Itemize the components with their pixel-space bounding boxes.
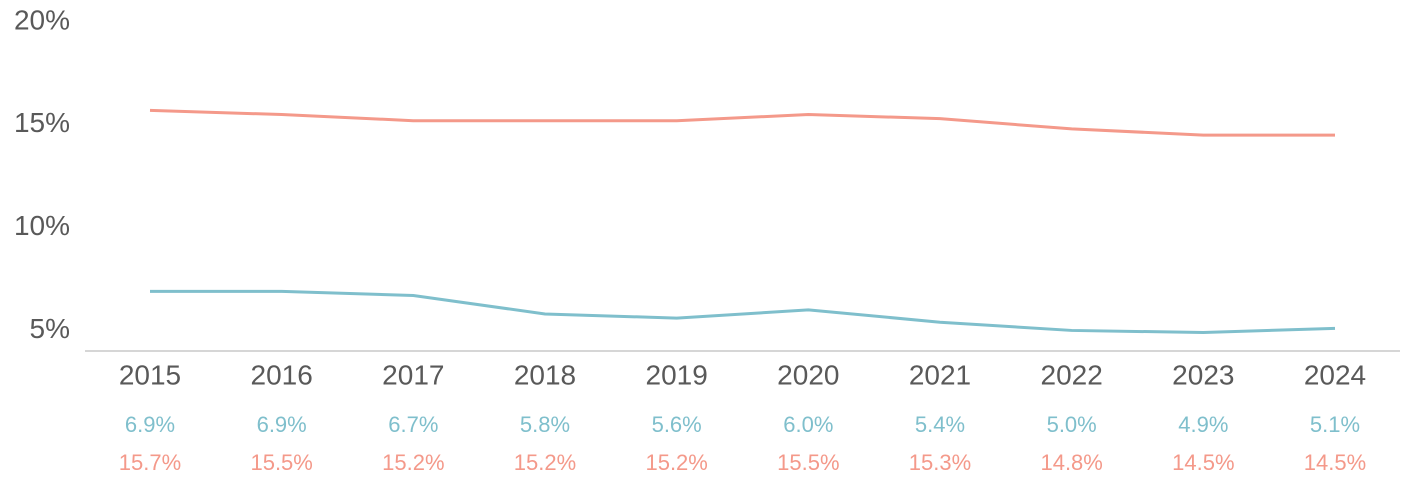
data-label: 5.4% [915, 412, 965, 437]
x-tick-label: 2021 [909, 359, 971, 390]
x-tick-label: 2017 [382, 359, 444, 390]
data-label: 5.1% [1310, 412, 1360, 437]
y-tick-label: 20% [14, 4, 70, 35]
y-tick-label: 5% [30, 313, 70, 344]
data-label: 6.7% [388, 412, 438, 437]
x-tick-label: 2020 [777, 359, 839, 390]
data-label: 15.5% [250, 450, 312, 475]
data-label: 5.8% [520, 412, 570, 437]
data-label: 6.9% [257, 412, 307, 437]
x-tick-label: 2022 [1041, 359, 1103, 390]
x-tick-label: 2024 [1304, 359, 1366, 390]
data-label: 14.5% [1304, 450, 1366, 475]
x-tick-label: 2023 [1172, 359, 1234, 390]
y-tick-label: 10% [14, 210, 70, 241]
data-label: 14.8% [1040, 450, 1102, 475]
data-label: 15.3% [909, 450, 971, 475]
data-label: 4.9% [1178, 412, 1228, 437]
data-label: 6.0% [783, 412, 833, 437]
x-tick-label: 2016 [251, 359, 313, 390]
data-label: 15.7% [119, 450, 181, 475]
y-tick-label: 15% [14, 107, 70, 138]
data-label: 5.0% [1047, 412, 1097, 437]
x-tick-label: 2018 [514, 359, 576, 390]
line [150, 289, 1336, 334]
data-label: 15.5% [777, 450, 839, 475]
data-label: 14.5% [1172, 450, 1234, 475]
x-tick-label: 2015 [119, 359, 181, 390]
data-label: 6.9% [125, 412, 175, 437]
x-tick-label: 2019 [646, 359, 708, 390]
line [149, 108, 1335, 137]
data-label: 5.6% [652, 412, 702, 437]
data-label: 15.2% [514, 450, 576, 475]
data-label: 15.2% [645, 450, 707, 475]
data-label: 15.2% [382, 450, 444, 475]
